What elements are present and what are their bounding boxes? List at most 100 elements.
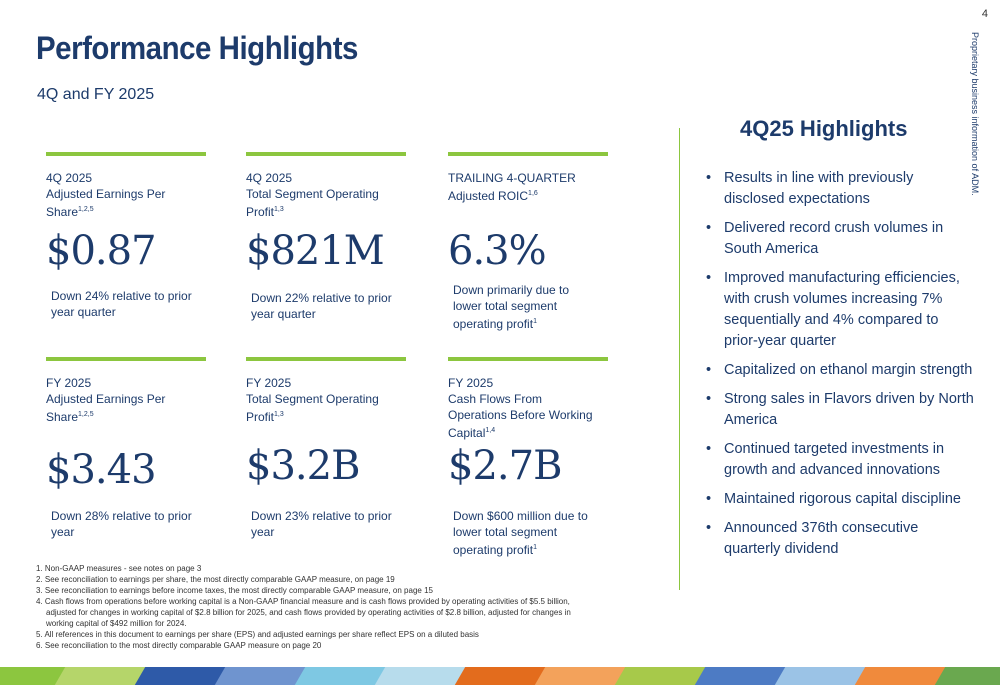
- bullet-icon: •: [706, 362, 712, 378]
- footnote: 6. See reconciliation to the most direct…: [36, 641, 322, 650]
- metric-name: Adjusted ROIC: [448, 189, 529, 203]
- metric-fy-eps: FY 2025 Adjusted Earnings Per Share1,2,5…: [46, 357, 216, 539]
- stripe-segment: [614, 667, 707, 685]
- highlight-text: Continued targeted investments in growth…: [724, 441, 945, 478]
- footnote: 5. All references in this document to ea…: [36, 630, 479, 639]
- metric-period: 4Q 2025: [246, 171, 293, 185]
- metric-footnote-ref: 1,6: [528, 190, 538, 197]
- metric-label: FY 2025 Cash Flows From Operations Befor…: [448, 375, 598, 441]
- metric-label: FY 2025 Adjusted Earnings Per Share1,2,5: [46, 375, 216, 425]
- metric-description-text: Down 23% relative to prior year: [251, 509, 392, 539]
- metric-fy-segment-profit: FY 2025 Total Segment Operating Profit1,…: [246, 357, 416, 539]
- footnote: 2. See reconciliation to earnings per sh…: [36, 575, 395, 584]
- stripe-segment: [854, 667, 947, 685]
- metric-value: 6.3%: [448, 228, 547, 274]
- metric-period: 4Q 2025: [46, 171, 93, 185]
- highlight-item: • Delivered record crush volumes in South…: [706, 218, 976, 260]
- highlight-item: • Improved manufacturing efficiencies, wi…: [706, 268, 976, 352]
- metric-footnote-ref: 1: [533, 318, 537, 325]
- metric-description-text: Down primarily due to lower total segmen…: [453, 283, 570, 331]
- metric-footnote-ref: 1,3: [274, 411, 284, 418]
- stripe-segment: [374, 667, 467, 685]
- metric-value: $3.43: [46, 447, 157, 493]
- stripe-segment: [294, 667, 387, 685]
- bullet-icon: •: [706, 220, 712, 236]
- metric-value: $821M: [246, 228, 385, 274]
- highlight-item: • Maintained rigorous capital discipline: [706, 489, 976, 510]
- bullet-icon: •: [706, 391, 712, 407]
- metric-description: Down primarily due to lower total segmen…: [453, 282, 598, 332]
- metric-footnote-ref: 1: [533, 544, 537, 551]
- metric-name: Adjusted Earnings Per Share: [46, 187, 166, 219]
- highlights-list: • Results in line with previously disclos…: [706, 168, 976, 568]
- highlight-text: Results in line with previously disclose…: [724, 170, 914, 207]
- stripe-segment: [694, 667, 787, 685]
- highlight-item: • Announced 376th consecutive quarterly d…: [706, 518, 976, 560]
- bullet-icon: •: [706, 170, 712, 186]
- metric-description: Down 23% relative to prior year: [251, 508, 401, 540]
- bullet-icon: •: [706, 441, 712, 457]
- footnote: 1. Non-GAAP measures - see notes on page…: [36, 564, 202, 573]
- metric-label: 4Q 2025 Total Segment Operating Profit1,…: [246, 170, 416, 220]
- metric-description: Down $600 million due to lower total seg…: [453, 508, 603, 558]
- metric-value: $2.7B: [448, 443, 562, 489]
- metric-accent-bar: [448, 152, 608, 156]
- highlight-item: • Capitalized on ethanol margin strength: [706, 360, 976, 381]
- metric-fy-cash-flows: FY 2025 Cash Flows From Operations Befor…: [448, 357, 618, 557]
- metric-accent-bar: [46, 357, 206, 361]
- metric-accent-bar: [246, 357, 406, 361]
- bullet-icon: •: [706, 270, 712, 286]
- metric-footnote-ref: 1,4: [485, 427, 496, 434]
- decorative-color-stripe: [0, 667, 1000, 685]
- metric-description-text: Down 28% relative to prior year: [51, 509, 192, 539]
- metric-accent-bar: [46, 152, 206, 156]
- bullet-icon: •: [706, 520, 712, 536]
- stripe-segment: [934, 667, 1000, 685]
- footnote: 4. Cash flows from operations before wor…: [36, 597, 571, 628]
- metric-value: $3.2B: [246, 443, 360, 489]
- vertical-divider: [679, 128, 680, 590]
- stripe-segment: [774, 667, 867, 685]
- metric-name: Adjusted Earnings Per Share: [46, 392, 166, 424]
- highlights-title: 4Q25 Highlights: [740, 116, 908, 141]
- highlight-text: Delivered record crush volumes in South …: [724, 220, 944, 257]
- metric-label: TRAILING 4-QUARTER Adjusted ROIC1,6: [448, 170, 618, 204]
- metric-description: Down 28% relative to prior year: [51, 508, 201, 540]
- metric-4q-segment-profit: 4Q 2025 Total Segment Operating Profit1,…: [246, 152, 416, 321]
- metric-period: FY 2025: [448, 376, 494, 390]
- metric-footnote-ref: 1,2,5: [78, 206, 94, 213]
- metric-label: FY 2025 Total Segment Operating Profit1,…: [246, 375, 416, 425]
- stripe-segment: [134, 667, 227, 685]
- highlight-text: Improved manufacturing efficiencies, wit…: [724, 270, 960, 349]
- metric-footnote-ref: 1,2,5: [78, 411, 94, 418]
- metric-roic: TRAILING 4-QUARTER Adjusted ROIC1,6 6.3%…: [448, 152, 618, 331]
- metric-value: $0.87: [46, 228, 157, 274]
- highlight-item: • Continued targeted investments in growt…: [706, 439, 976, 481]
- highlight-text: Announced 376th consecutive quarterly di…: [724, 520, 919, 557]
- metric-label: 4Q 2025 Adjusted Earnings Per Share1,2,5: [46, 170, 216, 220]
- metric-description: Down 22% relative to prior year quarter: [251, 290, 401, 322]
- footnote: 3. See reconciliation to earnings before…: [36, 586, 433, 595]
- stripe-segment: [214, 667, 307, 685]
- page-number: 4: [981, 8, 988, 20]
- stripe-segment: [454, 667, 547, 685]
- highlight-item: • Results in line with previously disclos…: [706, 168, 976, 210]
- metric-accent-bar: [448, 357, 608, 361]
- metric-period: FY 2025: [46, 376, 92, 390]
- metric-period: FY 2025: [246, 376, 292, 390]
- metric-name: Total Segment Operating Profit: [246, 392, 379, 424]
- highlight-item: • Strong sales in Flavors driven by North…: [706, 389, 976, 431]
- highlight-text: Strong sales in Flavors driven by North …: [724, 391, 974, 428]
- metric-description-text: Down 24% relative to prior year quarter: [51, 289, 192, 319]
- metric-description-text: Down 22% relative to prior year quarter: [251, 291, 392, 321]
- metric-name: Total Segment Operating Profit: [246, 187, 379, 219]
- page-subtitle: 4Q and FY 2025: [37, 86, 155, 103]
- metric-4q-eps: 4Q 2025 Adjusted Earnings Per Share1,2,5…: [46, 152, 216, 319]
- metric-description-text: Down $600 million due to lower total seg…: [453, 509, 588, 557]
- metric-period: TRAILING 4-QUARTER: [448, 171, 576, 185]
- metric-footnote-ref: 1,3: [274, 206, 284, 213]
- metric-description: Down 24% relative to prior year quarter: [51, 288, 201, 320]
- metric-name: Cash Flows From Operations Before Workin…: [448, 392, 593, 440]
- highlight-text: Capitalized on ethanol margin strength: [724, 362, 973, 378]
- bullet-icon: •: [706, 491, 712, 507]
